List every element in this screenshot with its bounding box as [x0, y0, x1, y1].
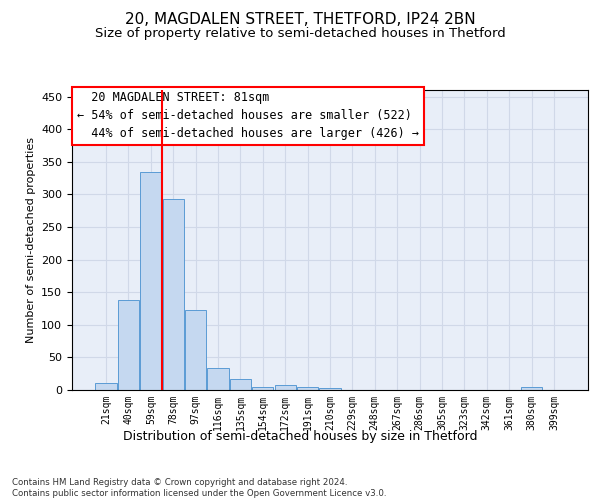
- Bar: [185, 310, 206, 390]
- Bar: [208, 368, 229, 390]
- Text: Contains HM Land Registry data © Crown copyright and database right 2024.
Contai: Contains HM Land Registry data © Crown c…: [12, 478, 386, 498]
- Text: Distribution of semi-detached houses by size in Thetford: Distribution of semi-detached houses by …: [123, 430, 477, 443]
- Text: 20, MAGDALEN STREET, THETFORD, IP24 2BN: 20, MAGDALEN STREET, THETFORD, IP24 2BN: [125, 12, 475, 28]
- Bar: [118, 300, 139, 390]
- Bar: [275, 386, 296, 390]
- Bar: [140, 172, 161, 390]
- Bar: [230, 379, 251, 390]
- Bar: [95, 384, 117, 390]
- Text: 20 MAGDALEN STREET: 81sqm
← 54% of semi-detached houses are smaller (522)
  44% : 20 MAGDALEN STREET: 81sqm ← 54% of semi-…: [77, 92, 419, 140]
- Text: Size of property relative to semi-detached houses in Thetford: Size of property relative to semi-detach…: [95, 28, 505, 40]
- Bar: [252, 386, 274, 390]
- Bar: [297, 386, 318, 390]
- Bar: [521, 388, 542, 390]
- Bar: [163, 199, 184, 390]
- Y-axis label: Number of semi-detached properties: Number of semi-detached properties: [26, 137, 35, 343]
- Bar: [319, 388, 341, 390]
